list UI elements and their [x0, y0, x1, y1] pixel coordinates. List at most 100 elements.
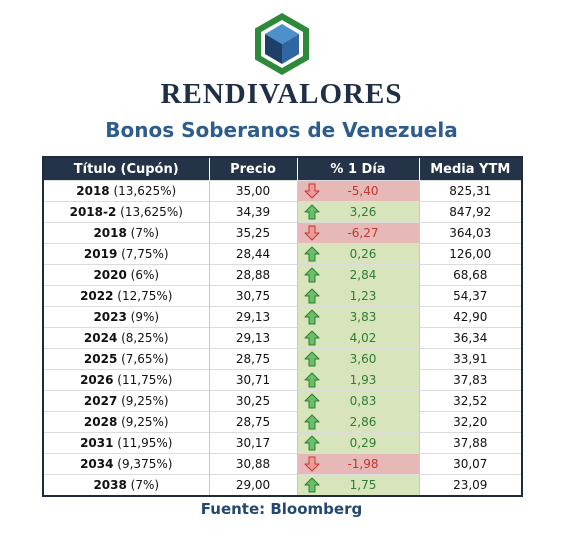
change-value: 2,86: [349, 415, 377, 429]
bond-title-cell: 2027 (9,25%): [43, 390, 209, 412]
table-row: 2027 (9,25%) 30,25 0,83 32,52: [43, 390, 522, 412]
price-cell: 29,13: [208, 306, 297, 328]
bond-coupon: (6%): [126, 268, 160, 282]
bond-year: 2031: [80, 436, 114, 450]
change-cell: 1,93: [296, 369, 419, 391]
table-row: 2018-2 (13,625%) 34,39 3,26 847,92: [43, 201, 522, 223]
change-cell: 0,26: [296, 243, 419, 265]
change-value: 1,23: [349, 289, 377, 303]
change-cell: 3,26: [296, 201, 419, 223]
bond-coupon: (9%): [126, 310, 160, 324]
bond-coupon: (13,625%): [116, 205, 183, 219]
change-cell: -6,27: [296, 222, 419, 244]
change-cell: 1,23: [296, 285, 419, 307]
ytm-cell: 23,09: [418, 474, 522, 496]
table-row: 2031 (11,95%) 30,17 0,29 37,88: [43, 432, 522, 454]
bond-year: 2018: [93, 226, 127, 240]
arrow-up-icon: [304, 351, 319, 367]
column-header-price: Precio: [208, 157, 297, 181]
page-title: Bonos Soberanos de Venezuela: [105, 118, 458, 142]
arrow-up-icon: [304, 477, 319, 493]
price-cell: 28,44: [208, 243, 297, 265]
table-row: 2018 (7%) 35,25 -6,27 364,03: [43, 222, 522, 244]
bond-year: 2028: [83, 415, 118, 429]
price-cell: 29,13: [208, 327, 297, 349]
table-row: 2018 (13,625%) 35,00 -5,40 825,31: [43, 180, 522, 202]
bonds-table: Título (Cupón) Precio % 1 Día Media YTM …: [42, 156, 523, 497]
change-cell: 0,83: [296, 390, 419, 412]
source-note: Fuente: Bloomberg: [200, 500, 363, 518]
bond-year: 2026: [80, 373, 114, 387]
table-row: 2022 (12,75%) 30,75 1,23 54,37: [43, 285, 522, 307]
table-row: 2024 (8,25%) 29,13 4,02 36,34: [43, 327, 522, 349]
bond-year: 2022: [80, 289, 114, 303]
bond-coupon: (9,25%): [117, 394, 169, 408]
change-value: 2,84: [349, 268, 377, 282]
bond-title-cell: 2022 (12,75%): [43, 285, 209, 307]
price-cell: 30,71: [208, 369, 297, 391]
column-header-title: Título (Cupón): [43, 157, 209, 181]
change-cell: 0,29: [296, 432, 419, 454]
bond-year: 2018: [76, 184, 110, 198]
ytm-cell: 32,52: [418, 390, 522, 412]
brand-name: RENDIVALORES: [160, 78, 403, 110]
bond-coupon: (8,25%): [117, 331, 169, 345]
arrow-up-icon: [304, 330, 319, 346]
arrow-up-icon: [304, 435, 319, 451]
change-cell: 2,84: [296, 264, 419, 286]
bond-coupon: (9,375%): [113, 457, 173, 471]
bond-coupon: (11,95%): [113, 436, 173, 450]
ytm-cell: 36,34: [418, 327, 522, 349]
change-value: 3,26: [349, 205, 377, 219]
column-header-change: % 1 Día: [296, 157, 419, 181]
arrow-up-icon: [304, 204, 319, 220]
bond-coupon: (7,65%): [117, 352, 169, 366]
table-row: 2038 (7%) 29,00 1,75 23,09: [43, 474, 522, 496]
change-cell: 4,02: [296, 327, 419, 349]
column-header-ytm: Media YTM: [418, 157, 522, 181]
bond-coupon: (11,75%): [113, 373, 173, 387]
bond-title-cell: 2020 (6%): [43, 264, 209, 286]
bond-title-cell: 2031 (11,95%): [43, 432, 209, 454]
bond-title-cell: 2018 (7%): [43, 222, 209, 244]
price-cell: 35,00: [208, 180, 297, 202]
change-value: -5,40: [347, 184, 379, 198]
arrow-down-icon: [304, 456, 319, 472]
table-row: 2023 (9%) 29,13 3,83 42,90: [43, 306, 522, 328]
arrow-down-icon: [304, 183, 319, 199]
change-value: -6,27: [347, 226, 379, 240]
arrow-up-icon: [304, 246, 319, 262]
change-value: 4,02: [349, 331, 377, 345]
bond-title-cell: 2025 (7,65%): [43, 348, 209, 370]
bond-year: 2020: [93, 268, 127, 282]
bond-title-cell: 2018-2 (13,625%): [43, 201, 209, 223]
ytm-cell: 126,00: [418, 243, 522, 265]
change-value: 1,93: [349, 373, 377, 387]
bond-year: 2027: [83, 394, 118, 408]
arrow-up-icon: [304, 414, 319, 430]
bond-coupon: (7%): [126, 478, 160, 492]
change-cell: -1,98: [296, 453, 419, 475]
ytm-cell: 825,31: [418, 180, 522, 202]
ytm-cell: 37,83: [418, 369, 522, 391]
bond-year: 2023: [93, 310, 127, 324]
change-value: 1,75: [349, 478, 377, 492]
ytm-cell: 33,91: [418, 348, 522, 370]
change-value: -1,98: [347, 457, 379, 471]
bond-title-cell: 2018 (13,625%): [43, 180, 209, 202]
ytm-cell: 42,90: [418, 306, 522, 328]
bond-title-cell: 2019 (7,75%): [43, 243, 209, 265]
change-value: 3,83: [349, 310, 377, 324]
price-cell: 30,75: [208, 285, 297, 307]
price-cell: 30,25: [208, 390, 297, 412]
price-cell: 28,88: [208, 264, 297, 286]
change-value: 0,29: [349, 436, 377, 450]
price-cell: 30,88: [208, 453, 297, 475]
bond-year: 2024: [83, 331, 118, 345]
table-row: 2019 (7,75%) 28,44 0,26 126,00: [43, 243, 522, 265]
table-row: 2025 (7,65%) 28,75 3,60 33,91: [43, 348, 522, 370]
ytm-cell: 54,37: [418, 285, 522, 307]
bond-year: 2019: [83, 247, 118, 261]
bond-coupon: (7%): [126, 226, 160, 240]
